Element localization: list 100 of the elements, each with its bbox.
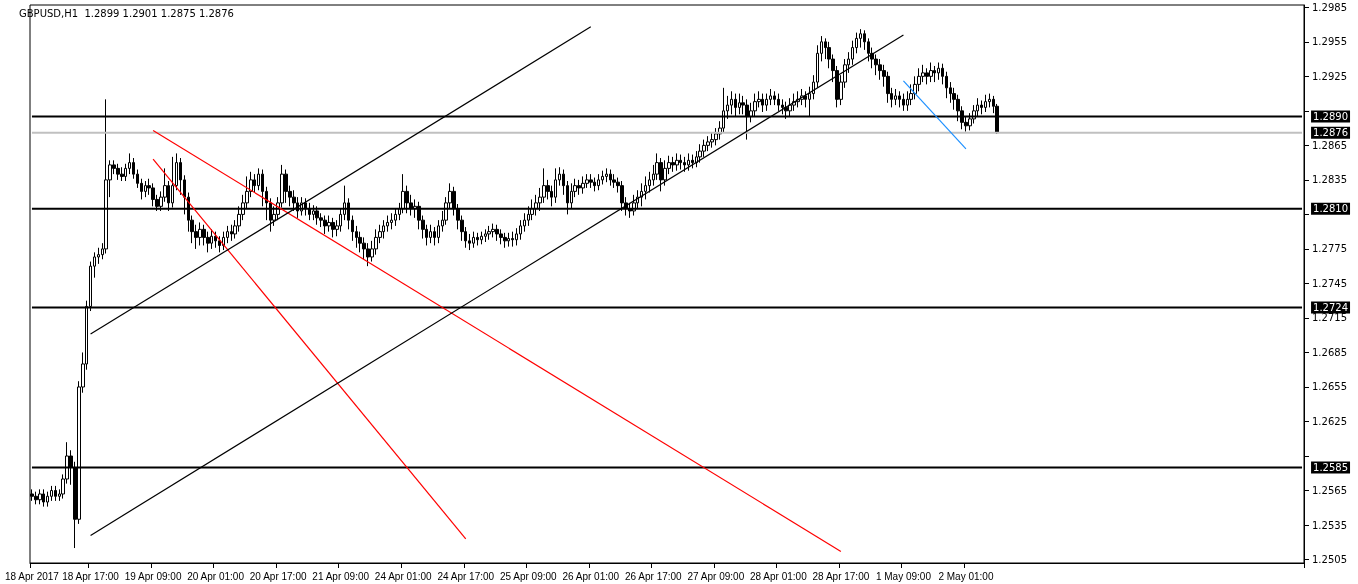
candlestick (777, 93, 780, 112)
x-tick-label: 27 Apr 09:00 (687, 570, 745, 582)
candlestick (671, 156, 675, 173)
candlestick (487, 225, 491, 241)
candlestick (581, 175, 585, 195)
candlestick (151, 182, 155, 207)
candlestick (980, 99, 983, 115)
y-tick-label: 1.2715 (1312, 312, 1347, 324)
candlestick (730, 90, 733, 115)
candlestick (605, 167, 608, 183)
y-tick-label: 1.2505 (1312, 554, 1347, 566)
candlestick (390, 212, 393, 230)
ref-line-label: 1.2890 (1313, 111, 1349, 123)
candlestick (675, 152, 679, 172)
candlestick (120, 166, 124, 182)
candlestick (765, 93, 768, 112)
candlestick (34, 491, 38, 505)
candlestick (323, 215, 327, 235)
ref-line-label: 1.2810 (1313, 203, 1349, 215)
candlestick (214, 231, 217, 249)
y-tick-label: 1.2565 (1312, 485, 1347, 497)
candlestick (144, 180, 147, 198)
y-tick-label: 1.2775 (1312, 243, 1347, 255)
candlestick (691, 154, 694, 169)
candlestick (593, 177, 596, 192)
candlestick (659, 157, 663, 192)
x-tick-label: 24 Apr 17:00 (437, 570, 495, 582)
candlestick (683, 156, 686, 173)
y-tick-label: 1.2985 (1312, 1, 1347, 13)
x-tick-label: 18 Apr 17:00 (62, 570, 120, 582)
candlestick (116, 163, 120, 181)
candlestick (476, 232, 479, 246)
candlestick (175, 152, 178, 191)
y-tick-label: 1.2685 (1312, 346, 1347, 358)
candlestick (472, 231, 475, 249)
x-tick-label: 26 Apr 01:00 (562, 570, 620, 582)
candlestick (382, 219, 385, 240)
candlestick (491, 223, 495, 238)
x-tick-label: 25 Apr 09:00 (499, 570, 558, 582)
candlestick (859, 28, 862, 49)
x-tick-label: 19 Apr 09:00 (124, 570, 182, 582)
candlestick (503, 232, 507, 249)
candlestick (679, 154, 682, 171)
x-tick-label: 2 May 01:00 (938, 570, 994, 582)
candlestick (198, 221, 202, 246)
candlestick (894, 88, 897, 106)
x-tick-label: 24 Apr 01:00 (374, 570, 432, 582)
candlestick (54, 485, 57, 502)
candlestick (984, 94, 987, 113)
ref-line-label: 1.2724 (1313, 302, 1349, 314)
candlestick (511, 231, 514, 248)
candlestick (781, 98, 784, 115)
y-tick-label: 1.2955 (1312, 36, 1347, 48)
x-tick-label: 28 Apr 01:00 (750, 570, 808, 582)
ref-line-label: 1.2585 (1313, 462, 1349, 474)
candlestick (495, 224, 499, 242)
candlestick (331, 217, 335, 238)
x-tick-label: 28 Apr 17:00 (812, 570, 870, 582)
y-tick-label: 1.2625 (1312, 415, 1347, 427)
candlestick (42, 488, 45, 508)
candlestick (284, 169, 288, 204)
candlestick (429, 224, 432, 244)
x-tick-label: 20 Apr 01:00 (187, 570, 245, 582)
candlestick (761, 93, 764, 113)
x-tick-label: 20 Apr 17:00 (249, 570, 307, 582)
candlestick (230, 224, 233, 242)
candlestick (612, 173, 616, 189)
x-tick-label: 18 Apr 2017 (4, 570, 60, 582)
x-tick-label: 26 Apr 17:00 (624, 570, 683, 582)
candlestick (609, 169, 612, 187)
y-tick-label: 1.2655 (1312, 381, 1347, 393)
candlestick (597, 173, 600, 191)
candlestick (218, 235, 221, 253)
y-tick-label: 1.2835 (1312, 174, 1347, 186)
candlestick (38, 488, 42, 505)
candlestick (507, 232, 510, 248)
candlestick (484, 228, 487, 243)
candlestick (663, 159, 667, 187)
y-tick-label: 1.2535 (1312, 519, 1347, 531)
candlestick (480, 231, 483, 245)
candlestick (925, 67, 929, 85)
candlestick (738, 93, 741, 115)
ref-line-label: 1.2876 (1313, 127, 1349, 139)
candlestick (933, 65, 936, 83)
candlestick (929, 62, 933, 83)
candlestick (554, 167, 557, 204)
candlestick (327, 215, 331, 233)
candlestick (210, 228, 213, 250)
candlestick (499, 228, 503, 245)
y-tick-label: 1.2745 (1312, 277, 1347, 289)
candlestick (710, 132, 714, 149)
candlestick (589, 173, 593, 189)
candlestick (902, 93, 905, 112)
candlestick (937, 62, 940, 81)
candlestick (687, 152, 690, 172)
x-tick-label: 1 May 09:00 (875, 570, 932, 582)
chart-title: GBPUSD,H1 1.2899 1.2901 1.2875 1.2876 (19, 7, 234, 19)
x-tick-label: 21 Apr 09:00 (312, 570, 370, 582)
candlestick (577, 179, 581, 196)
y-tick-label: 1.2865 (1312, 139, 1347, 151)
